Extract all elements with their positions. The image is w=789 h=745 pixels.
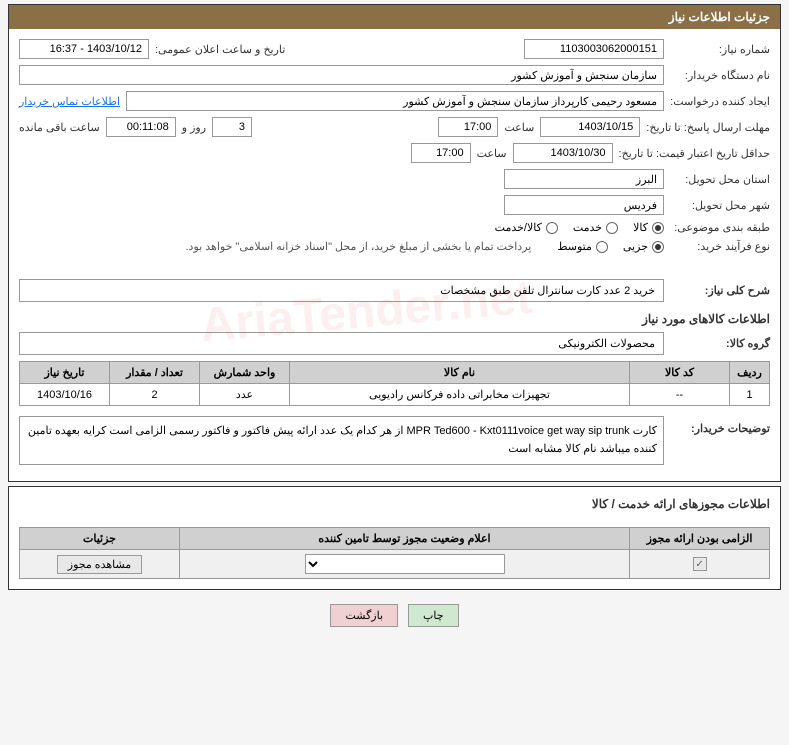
requester-label: ایجاد کننده درخواست: bbox=[670, 95, 770, 108]
deadline-date-field: 1403/10/15 bbox=[540, 117, 640, 137]
time-label-2: ساعت bbox=[477, 147, 507, 160]
contact-link[interactable]: اطلاعات تماس خریدار bbox=[19, 95, 120, 108]
table-row: 1 -- تجهیزات مخابراتی داده فرکانس رادیوی… bbox=[20, 384, 770, 406]
radio-goods[interactable] bbox=[652, 222, 664, 234]
buyer-org-field: سازمان سنجش و آموزش کشور bbox=[19, 65, 664, 85]
main-panel: جزئیات اطلاعات نیاز شماره نیاز: 11030030… bbox=[8, 4, 781, 482]
th-details: جزئیات bbox=[20, 528, 180, 550]
td-unit: عدد bbox=[200, 384, 290, 406]
th-row: ردیف bbox=[730, 362, 770, 384]
validity-label: حداقل تاریخ اعتبار قیمت: تا تاریخ: bbox=[619, 147, 770, 160]
radio-goodservice[interactable] bbox=[546, 222, 558, 234]
city-field: فردیس bbox=[504, 195, 664, 215]
td-date: 1403/10/16 bbox=[20, 384, 110, 406]
validity-time-field: 17:00 bbox=[411, 143, 471, 163]
days-field: 3 bbox=[212, 117, 252, 137]
summary-label: شرح کلی نیاز: bbox=[670, 284, 770, 297]
th-name: نام کالا bbox=[290, 362, 630, 384]
license-section-title: اطلاعات مجوزهای ارائه خدمت / کالا bbox=[19, 497, 770, 511]
th-unit: واحد شمارش bbox=[200, 362, 290, 384]
mandatory-checkbox[interactable] bbox=[693, 557, 707, 571]
goods-info-title: اطلاعات کالاهای مورد نیاز bbox=[19, 312, 770, 326]
deadline-label: مهلت ارسال پاسخ: تا تاریخ: bbox=[646, 121, 770, 134]
th-date: تاریخ نیاز bbox=[20, 362, 110, 384]
radio-partial-label: جزیی bbox=[623, 240, 648, 253]
panel-title: جزئیات اطلاعات نیاز bbox=[9, 5, 780, 29]
radio-medium-label: متوسط bbox=[557, 240, 592, 253]
th-code: کد کالا bbox=[630, 362, 730, 384]
time-label-1: ساعت bbox=[504, 121, 534, 134]
goods-group-field: محصولات الکترونیکی bbox=[19, 332, 664, 355]
announce-label: تاریخ و ساعت اعلان عمومی: bbox=[155, 43, 285, 56]
print-button[interactable]: چاپ bbox=[408, 604, 459, 627]
goods-table: ردیف کد کالا نام کالا واحد شمارش تعداد /… bbox=[19, 361, 770, 406]
license-panel: اطلاعات مجوزهای ارائه خدمت / کالا الزامی… bbox=[8, 486, 781, 590]
td-name: تجهیزات مخابراتی داده فرکانس رادیویی bbox=[290, 384, 630, 406]
radio-medium[interactable] bbox=[596, 241, 608, 253]
radio-partial[interactable] bbox=[652, 241, 664, 253]
deadline-time-field: 17:00 bbox=[438, 117, 498, 137]
process-note: پرداخت تمام یا بخشی از مبلغ خرید، از محل… bbox=[186, 240, 532, 253]
city-label: شهر محل تحویل: bbox=[670, 199, 770, 212]
footer-buttons: چاپ بازگشت bbox=[0, 594, 789, 637]
need-number-field: 1103003062000151 bbox=[524, 39, 664, 59]
th-qty: تعداد / مقدار bbox=[110, 362, 200, 384]
license-row: مشاهده مجوز bbox=[20, 550, 770, 579]
province-label: استان محل تحویل: bbox=[670, 173, 770, 186]
radio-service-label: خدمت bbox=[573, 221, 602, 234]
category-label: طبقه بندی موضوعی: bbox=[670, 221, 770, 234]
view-license-button[interactable]: مشاهده مجوز bbox=[57, 555, 142, 574]
process-radio-group: جزیی متوسط bbox=[557, 240, 664, 253]
validity-date-field: 1403/10/30 bbox=[513, 143, 613, 163]
buyer-notes-field: کارت MPR Ted600 - Kxt0111voice get way s… bbox=[19, 416, 664, 465]
radio-service[interactable] bbox=[606, 222, 618, 234]
td-num: 1 bbox=[730, 384, 770, 406]
goods-group-label: گروه کالا: bbox=[670, 337, 770, 350]
td-qty: 2 bbox=[110, 384, 200, 406]
process-label: نوع فرآیند خرید: bbox=[670, 240, 770, 253]
days-label: روز و bbox=[182, 121, 206, 134]
radio-goodservice-label: کالا/خدمت bbox=[495, 221, 542, 234]
th-status: اعلام وضعیت مجوز توسط تامین کننده bbox=[180, 528, 630, 550]
category-radio-group: کالا خدمت کالا/خدمت bbox=[495, 221, 664, 234]
license-table: الزامی بودن ارائه مجوز اعلام وضعیت مجوز … bbox=[19, 527, 770, 579]
remaining-label: ساعت باقی مانده bbox=[19, 121, 100, 134]
td-code: -- bbox=[630, 384, 730, 406]
summary-field: خرید 2 عدد کارت سانترال تلفن طبق مشخصات bbox=[19, 279, 664, 302]
province-field: البرز bbox=[504, 169, 664, 189]
need-number-label: شماره نیاز: bbox=[670, 43, 770, 56]
buyer-org-label: نام دستگاه خریدار: bbox=[670, 69, 770, 82]
back-button[interactable]: بازگشت bbox=[330, 604, 398, 627]
th-mandatory: الزامی بودن ارائه مجوز bbox=[630, 528, 770, 550]
requester-field: مسعود رحیمی کارپرداز سازمان سنجش و آموزش… bbox=[126, 91, 664, 111]
buyer-notes-label: توضیحات خریدار: bbox=[670, 416, 770, 435]
radio-goods-label: کالا bbox=[633, 221, 648, 234]
remaining-time-field: 00:11:08 bbox=[106, 117, 176, 137]
announce-field: 1403/10/12 - 16:37 bbox=[19, 39, 149, 59]
status-select[interactable] bbox=[305, 554, 505, 574]
